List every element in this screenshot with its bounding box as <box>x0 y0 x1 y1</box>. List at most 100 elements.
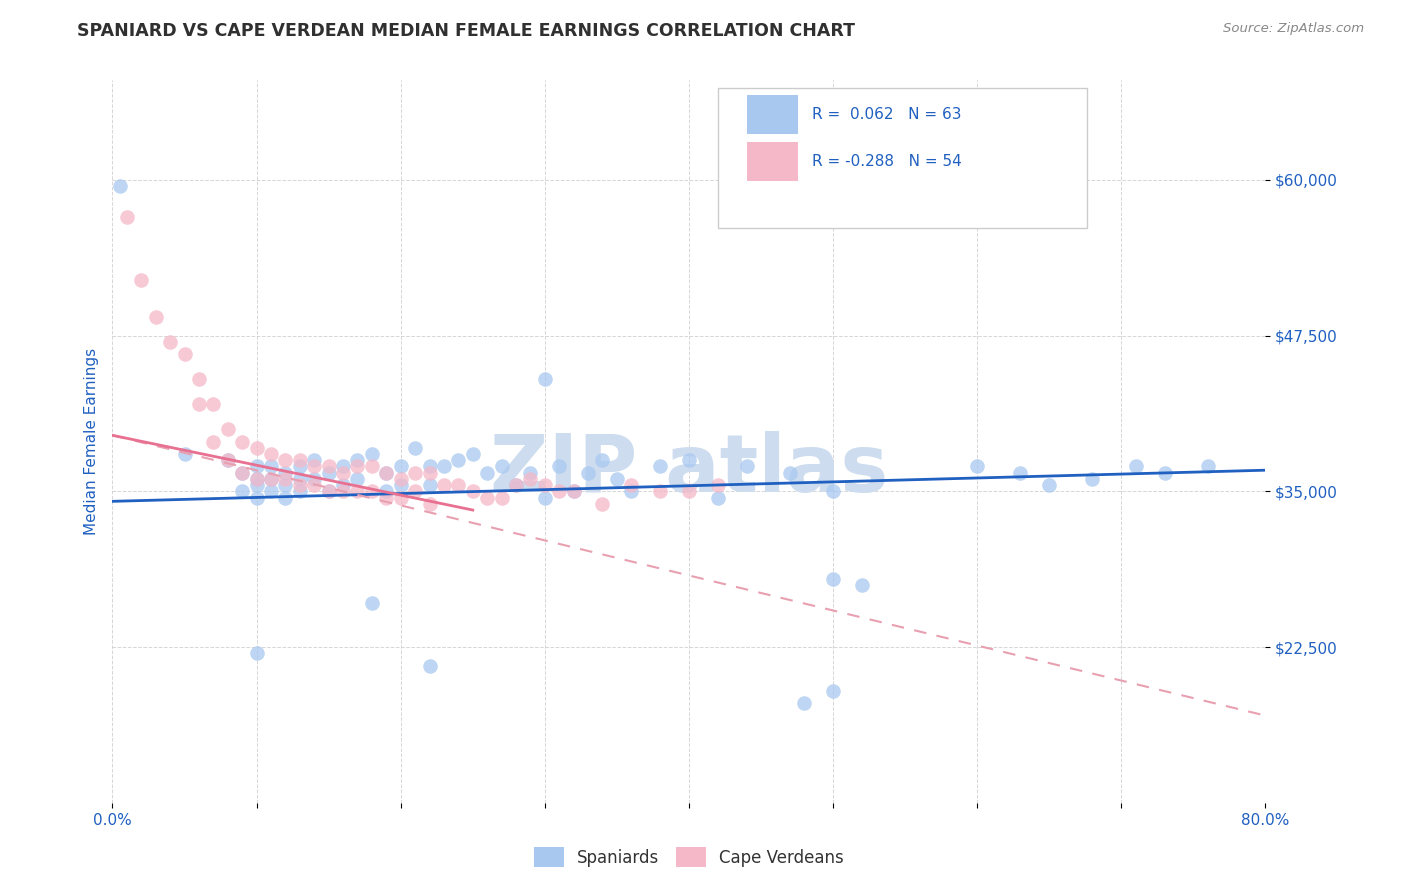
Point <box>548 459 571 474</box>
Point <box>707 491 730 505</box>
Point <box>332 459 354 474</box>
Point <box>360 597 382 611</box>
Point <box>1125 459 1147 474</box>
Point <box>678 453 700 467</box>
Point <box>475 491 499 505</box>
Point <box>231 466 253 480</box>
Point <box>360 459 382 474</box>
Point <box>145 310 167 324</box>
Point <box>735 459 758 474</box>
Point <box>288 484 311 499</box>
Point <box>260 459 283 474</box>
Point <box>389 491 412 505</box>
Point <box>346 459 368 474</box>
Point <box>650 484 672 499</box>
Point <box>562 484 585 499</box>
Point <box>274 472 297 486</box>
Point <box>274 491 297 505</box>
Point <box>332 478 354 492</box>
Point <box>231 484 253 499</box>
Text: SPANIARD VS CAPE VERDEAN MEDIAN FEMALE EARNINGS CORRELATION CHART: SPANIARD VS CAPE VERDEAN MEDIAN FEMALE E… <box>77 22 855 40</box>
Point <box>433 459 456 474</box>
Point <box>202 434 225 449</box>
Point <box>115 211 138 225</box>
Point <box>592 453 614 467</box>
Point <box>318 484 340 499</box>
Point <box>576 466 599 480</box>
Point <box>375 484 398 499</box>
Point <box>231 434 253 449</box>
Point <box>274 453 297 467</box>
Point <box>217 453 239 467</box>
Point <box>159 334 181 349</box>
Point <box>821 683 844 698</box>
Point <box>260 472 283 486</box>
Point <box>173 347 195 361</box>
Point <box>304 459 326 474</box>
Point <box>419 497 441 511</box>
Point <box>461 484 484 499</box>
Point <box>678 484 700 499</box>
Point <box>332 484 354 499</box>
Point <box>318 459 340 474</box>
Point <box>304 453 326 467</box>
Text: R = -0.288   N = 54: R = -0.288 N = 54 <box>813 154 962 169</box>
Point <box>231 466 253 480</box>
Point <box>650 459 672 474</box>
Point <box>548 484 571 499</box>
Point <box>447 453 470 467</box>
Point <box>419 466 441 480</box>
Point <box>562 484 585 499</box>
Point <box>475 466 499 480</box>
Point <box>534 372 557 386</box>
Point <box>129 272 153 286</box>
Point <box>260 472 283 486</box>
Point <box>505 478 527 492</box>
Point <box>360 484 382 499</box>
Point <box>821 484 844 499</box>
Point <box>375 491 398 505</box>
Point <box>404 484 426 499</box>
Point <box>318 484 340 499</box>
Point <box>534 491 557 505</box>
Point <box>620 484 643 499</box>
Text: Source: ZipAtlas.com: Source: ZipAtlas.com <box>1223 22 1364 36</box>
Point <box>246 472 269 486</box>
FancyBboxPatch shape <box>747 142 799 181</box>
Point <box>447 478 470 492</box>
Point <box>419 478 441 492</box>
Point <box>188 397 211 411</box>
Point <box>375 466 398 480</box>
Point <box>188 372 211 386</box>
Point <box>491 491 513 505</box>
Point <box>288 459 311 474</box>
Point <box>1197 459 1219 474</box>
Point <box>404 441 426 455</box>
Point <box>346 484 368 499</box>
Point <box>1081 472 1104 486</box>
Point <box>217 422 239 436</box>
Point <box>332 466 354 480</box>
Point <box>592 497 614 511</box>
FancyBboxPatch shape <box>747 95 799 135</box>
Point <box>519 466 541 480</box>
Point <box>491 459 513 474</box>
Point <box>318 466 340 480</box>
Point <box>851 578 873 592</box>
Point <box>108 179 131 194</box>
Point <box>246 472 269 486</box>
Point <box>606 472 628 486</box>
Point <box>534 478 557 492</box>
Point <box>793 696 815 710</box>
Point <box>260 447 283 461</box>
Point <box>274 478 297 492</box>
Point <box>202 397 225 411</box>
Point <box>419 459 441 474</box>
Point <box>246 459 269 474</box>
Point <box>519 472 541 486</box>
Point <box>260 484 283 499</box>
Point <box>620 478 643 492</box>
Y-axis label: Median Female Earnings: Median Female Earnings <box>83 348 98 535</box>
Text: R =  0.062   N = 63: R = 0.062 N = 63 <box>813 107 962 122</box>
Point <box>246 491 269 505</box>
